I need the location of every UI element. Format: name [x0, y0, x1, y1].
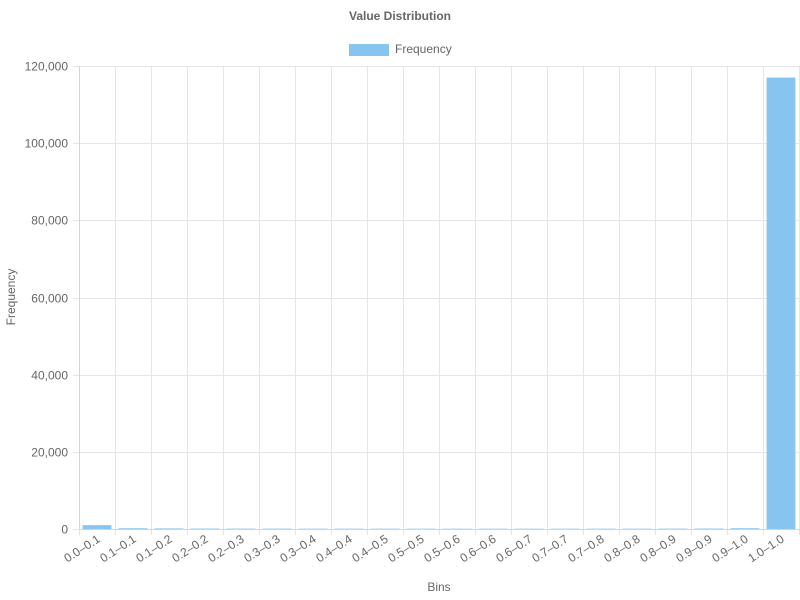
x-tick-label: 0.4–0.5	[349, 532, 390, 566]
x-tick-label: 0.5–0.6	[421, 532, 462, 566]
y-axis-label: Frequency	[4, 269, 18, 326]
x-tick-label: 0.0–0.1	[61, 532, 102, 566]
x-tick-label: 0.1–0.2	[133, 532, 174, 566]
x-tick-label: 0.8–0.8	[601, 532, 642, 566]
x-tick-label: 0.9–1.0	[709, 532, 750, 566]
bar[interactable]	[118, 528, 148, 529]
x-tick-label: 0.7–0.8	[565, 532, 606, 566]
bar[interactable]	[766, 77, 796, 529]
y-axis-ticks: 0 20,000 40,000 60,000 80,000 100,000 120,000	[25, 60, 69, 537]
y-tick-label: 40,000	[31, 369, 68, 383]
x-tick-label: 0.8–0.9	[637, 532, 678, 566]
x-tick-label: 0.2–0.2	[169, 532, 210, 566]
x-tick-label: 0.4–0.4	[313, 532, 354, 566]
y-tick-label: 120,000	[25, 60, 69, 74]
chart-title: Value Distribution	[349, 9, 451, 23]
y-tick-label: 0	[61, 523, 68, 537]
y-tick-label: 100,000	[25, 137, 69, 151]
y-tick-label: 80,000	[31, 214, 68, 228]
gridlines	[73, 66, 800, 535]
x-tick-label: 0.5–0.5	[385, 532, 426, 566]
bars	[82, 77, 796, 529]
x-tick-label: 0.3–0.4	[277, 532, 318, 566]
x-axis-ticks: 0.0–0.10.1–0.10.1–0.20.2–0.20.2–0.30.3–0…	[61, 532, 786, 566]
x-tick-label: 0.9–0.9	[673, 532, 714, 566]
x-tick-label: 0.7–0.7	[529, 532, 570, 566]
legend[interactable]: Frequency	[349, 42, 452, 56]
x-tick-label: 0.1–0.1	[97, 532, 138, 566]
x-tick-label: 1.0–1.0	[745, 532, 786, 566]
x-tick-label: 0.2–0.3	[205, 532, 246, 566]
x-tick-label: 0.6–0.7	[493, 532, 534, 566]
bar[interactable]	[82, 525, 112, 529]
bar[interactable]	[730, 528, 760, 529]
x-tick-label: 0.6–0.6	[457, 532, 498, 566]
y-tick-label: 20,000	[31, 446, 68, 460]
x-tick-label: 0.3–0.3	[241, 532, 282, 566]
legend-swatch	[349, 44, 389, 56]
bar[interactable]	[154, 528, 184, 529]
legend-label: Frequency	[395, 42, 452, 56]
x-axis-label: Bins	[427, 580, 450, 594]
y-tick-label: 60,000	[31, 292, 68, 306]
